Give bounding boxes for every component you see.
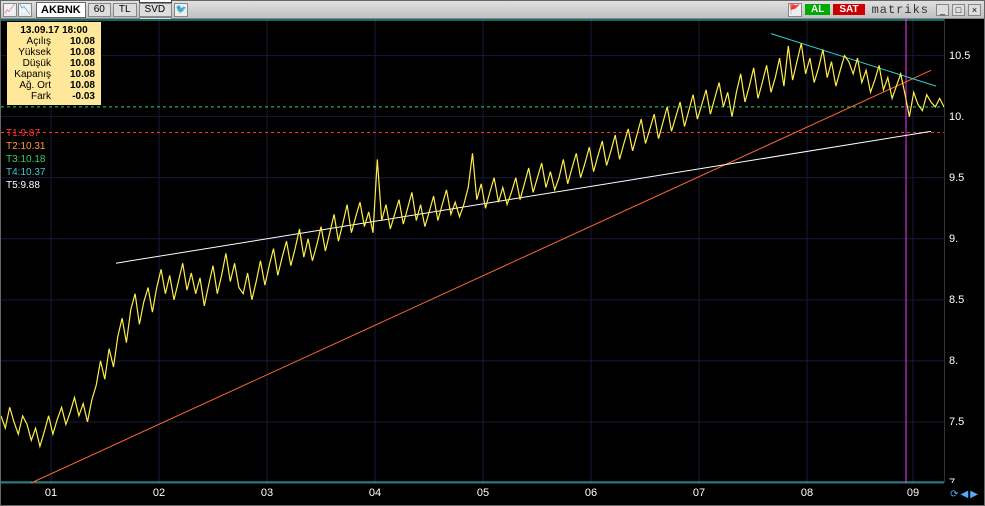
- y-tick-label: 7.5: [949, 416, 964, 428]
- x-tick-label: 07: [693, 487, 705, 499]
- trendline-label: T2:10.31: [6, 140, 45, 153]
- y-tick-label: 8.: [949, 355, 958, 367]
- prev-icon[interactable]: ◀: [960, 489, 968, 500]
- minimize-button[interactable]: _: [936, 4, 949, 16]
- buy-button[interactable]: AL: [805, 4, 830, 15]
- interval-button[interactable]: 60: [88, 3, 111, 17]
- y-tick-label: 8.5: [949, 294, 964, 306]
- twitter-icon[interactable]: 🐦: [174, 3, 188, 17]
- maximize-button[interactable]: □: [952, 4, 965, 16]
- chart-style-icon[interactable]: 📉: [18, 3, 32, 17]
- next-icon[interactable]: ▶: [970, 489, 978, 500]
- y-tick-label: 9.5: [949, 172, 964, 184]
- ticker-symbol[interactable]: AKBNK: [36, 2, 86, 18]
- x-tick-label: 03: [261, 487, 273, 499]
- x-tick-label: 05: [477, 487, 489, 499]
- chart-plot-area[interactable]: 13.09.17 18:00 Açılış10.08Yüksek10.08Düş…: [1, 19, 944, 483]
- x-tick-label: 09: [907, 487, 919, 499]
- info-row: Ağ. Ort10.08: [13, 80, 95, 91]
- info-row: Kapanış10.08: [13, 69, 95, 80]
- chart-type-icon[interactable]: 📈: [3, 3, 17, 17]
- x-axis: 01 02 03 04 05 06 07 08 09: [1, 483, 944, 505]
- x-tick-label: 04: [369, 487, 381, 499]
- close-button[interactable]: ×: [968, 4, 981, 16]
- trendline-labels: T1:9.87T2:10.31T3:10.18T4:10.37T5:9.88: [6, 127, 45, 192]
- info-row: Yüksek10.08: [13, 47, 95, 58]
- currency-button[interactable]: TL: [113, 3, 137, 17]
- trendline-label: T5:9.88: [6, 179, 45, 192]
- chart-window: 📈 📉 AKBNK 60 TL LINKHNSVDSYMTMP 🐦 🚩 AL S…: [0, 0, 985, 506]
- y-axis: 7.7.58.8.59.9.510.10.5: [944, 19, 984, 483]
- info-row: Düşük10.08: [13, 58, 95, 69]
- flag-icon[interactable]: 🚩: [788, 3, 802, 17]
- trendline-label: T1:9.87: [6, 127, 45, 140]
- nav-corner: ⟳ ◀ ▶: [944, 483, 984, 505]
- titlebar: 📈 📉 AKBNK 60 TL LINKHNSVDSYMTMP 🐦 🚩 AL S…: [1, 1, 984, 19]
- ohlc-info-box: 13.09.17 18:00 Açılış10.08Yüksek10.08Düş…: [6, 21, 102, 106]
- y-tick-label: 10.5: [949, 50, 970, 62]
- x-tick-label: 08: [801, 487, 813, 499]
- y-tick-label: 10.: [949, 111, 964, 123]
- chart-container: 13.09.17 18:00 Açılış10.08Yüksek10.08Düş…: [1, 19, 984, 505]
- x-tick-label: 02: [153, 487, 165, 499]
- trendline-label: T4:10.37: [6, 166, 45, 179]
- titlebar-icons: 📈 📉: [3, 3, 32, 17]
- sell-button[interactable]: SAT: [833, 4, 864, 15]
- mode-button-svd[interactable]: SVD: [139, 3, 173, 17]
- y-tick-label: 9.: [949, 233, 958, 245]
- brand-label: matriks: [868, 3, 933, 17]
- refresh-icon[interactable]: ⟳: [950, 489, 958, 500]
- info-row: Fark-0.03: [13, 91, 95, 102]
- x-tick-label: 06: [585, 487, 597, 499]
- x-tick-label: 01: [45, 487, 57, 499]
- info-row: Açılış10.08: [13, 36, 95, 47]
- chart-svg: [1, 19, 944, 483]
- trendline-label: T3:10.18: [6, 153, 45, 166]
- info-datetime: 13.09.17 18:00: [20, 25, 87, 36]
- titlebar-right: 🚩 AL SAT matriks _ □ ×: [788, 3, 984, 17]
